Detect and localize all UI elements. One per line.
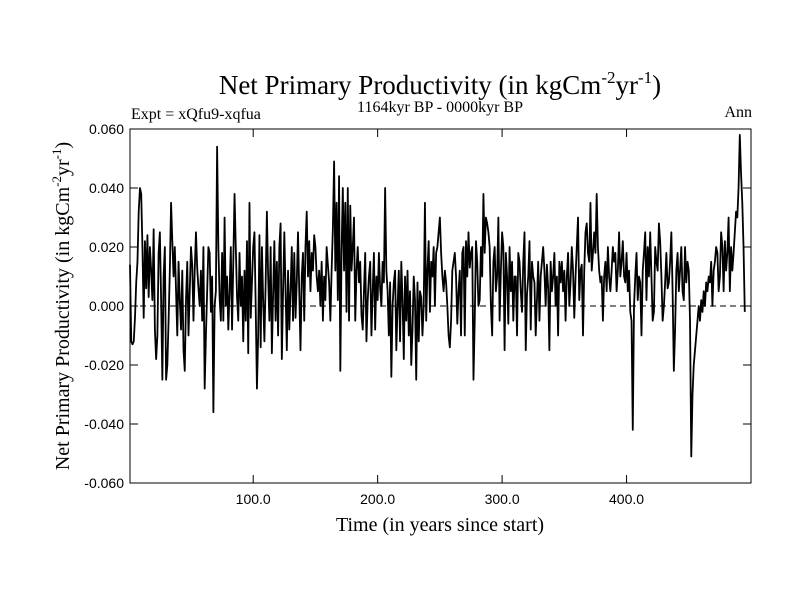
chart-title: Net Primary Productivity (in kgCm-2yr-1) (219, 68, 661, 100)
y-tick-label: -0.040 (84, 416, 124, 432)
x-tick-label: 200.0 (360, 491, 395, 507)
y-label-end: ) (52, 142, 74, 149)
y-axis-label: Net Primary Productivity (in kgCm-2yr-1) (49, 142, 74, 470)
y-tick-label: 0.000 (89, 298, 124, 314)
chart-title-mid: yr (615, 70, 638, 100)
x-tick-label: 100.0 (236, 491, 271, 507)
x-axis-label: Time (in years since start) (336, 514, 544, 536)
y-tick-label: -0.020 (84, 357, 124, 373)
x-axis-ticks: 100.0 200.0 300.0 400.0 (236, 129, 644, 507)
y-tick-label: 0.040 (89, 180, 124, 196)
y-label-sup-2: -1 (49, 149, 64, 160)
chart-title-end: ) (652, 70, 661, 100)
y-tick-label: -0.060 (84, 475, 124, 491)
x-tick-label: 400.0 (609, 491, 644, 507)
y-label-main: Net Primary Productivity (in kgCm (52, 186, 74, 470)
subtitle-right: Ann (724, 104, 752, 121)
y-tick-label: 0.060 (89, 121, 124, 137)
chart-title-sup-1: -2 (601, 68, 615, 87)
chart-title-sup-2: -1 (638, 68, 652, 87)
y-tick-label: 0.020 (89, 239, 124, 255)
subtitle-center: 1164kyr BP - 0000kyr BP (357, 99, 523, 116)
y-label-sup-1: -2 (49, 176, 64, 187)
y-label-mid: yr (52, 159, 74, 176)
y-axis-ticks: 0.060 0.040 0.020 0.000 -0.020 -0.040 -0.060 (84, 121, 751, 491)
series-line-npp (129, 134, 746, 458)
subtitle-left: Expt = xQfu9-xqfua (131, 106, 261, 123)
chart-title-main: Net Primary Productivity (in kgCm (219, 70, 601, 100)
x-tick-label: 300.0 (485, 491, 520, 507)
